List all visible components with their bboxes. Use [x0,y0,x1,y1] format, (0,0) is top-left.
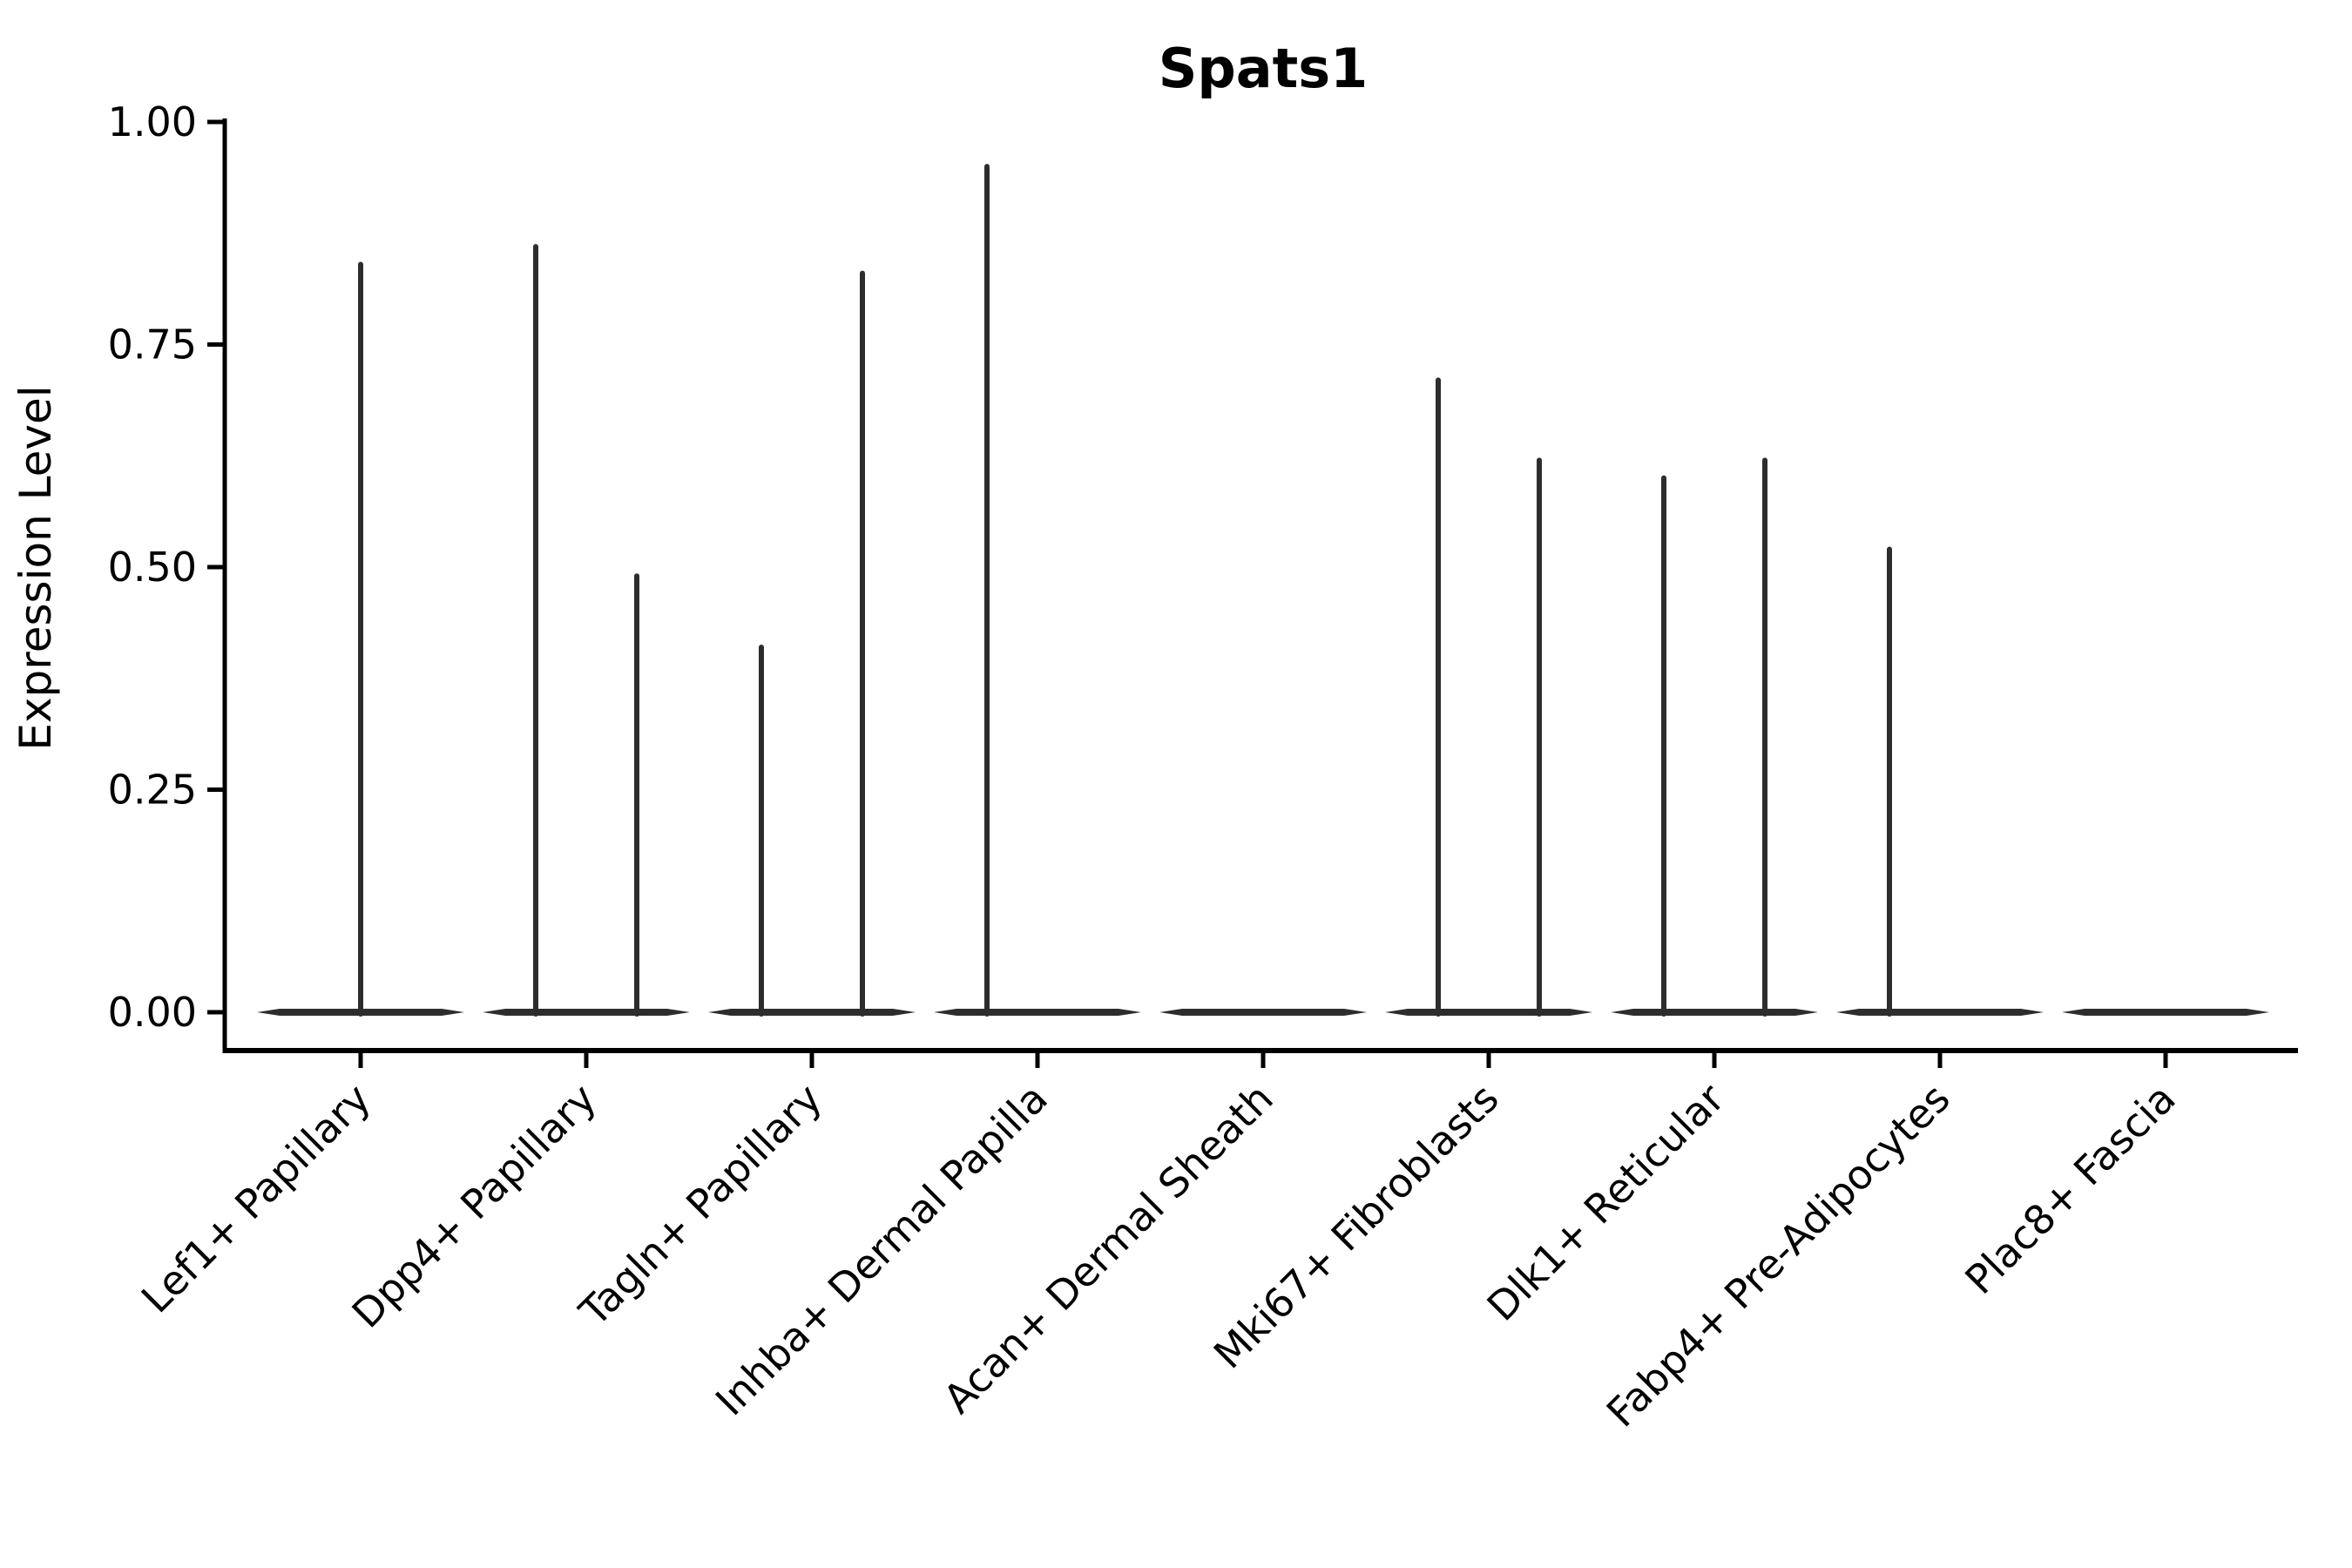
violin-base [483,1009,690,1016]
x-tick-label: Dpp4+ Papillary [343,1075,605,1337]
x-tick-label: Tagln+ Papillary [570,1075,831,1336]
violin-group [1611,457,1818,1017]
violin-base [1385,1009,1592,1016]
violin-base [1836,1009,2044,1016]
y-tick-label: 0.50 [108,544,197,591]
violin-group [257,261,464,1017]
violin-group [708,270,916,1017]
violin-base [1159,1009,1367,1016]
y-tick-label: 0.75 [108,321,197,368]
axes-layer [207,118,2298,1068]
violin-group [483,244,690,1017]
chart-title: Spats1 [1159,37,1369,100]
x-tick-label: Plac8+ Fascia [1956,1075,2184,1303]
x-tick-label: Lef1+ Papillary [132,1075,380,1322]
violin-group [934,164,1141,1017]
labels-layer: 0.00 0.25 0.50 0.75 1.00 Lef1+ PapillaryDpp4+… [108,98,2185,1436]
y-tick-label: 1.00 [108,98,197,145]
violin-group [1385,377,1592,1017]
x-tick-label: Dlk1+ Reticular [1478,1075,1734,1330]
violins-layer [257,164,2269,1017]
y-axis-label: Expression Level [10,385,61,750]
violin-base [934,1009,1141,1016]
violin-base [708,1009,916,1016]
violin-group [1159,1009,1367,1016]
violin-group [2062,1009,2269,1016]
y-tick-label: 0.00 [108,989,197,1036]
violin-base [2062,1009,2269,1016]
y-tick-label: 0.25 [108,767,197,814]
violin-base [1611,1009,1818,1016]
violin-group [1836,546,2044,1017]
